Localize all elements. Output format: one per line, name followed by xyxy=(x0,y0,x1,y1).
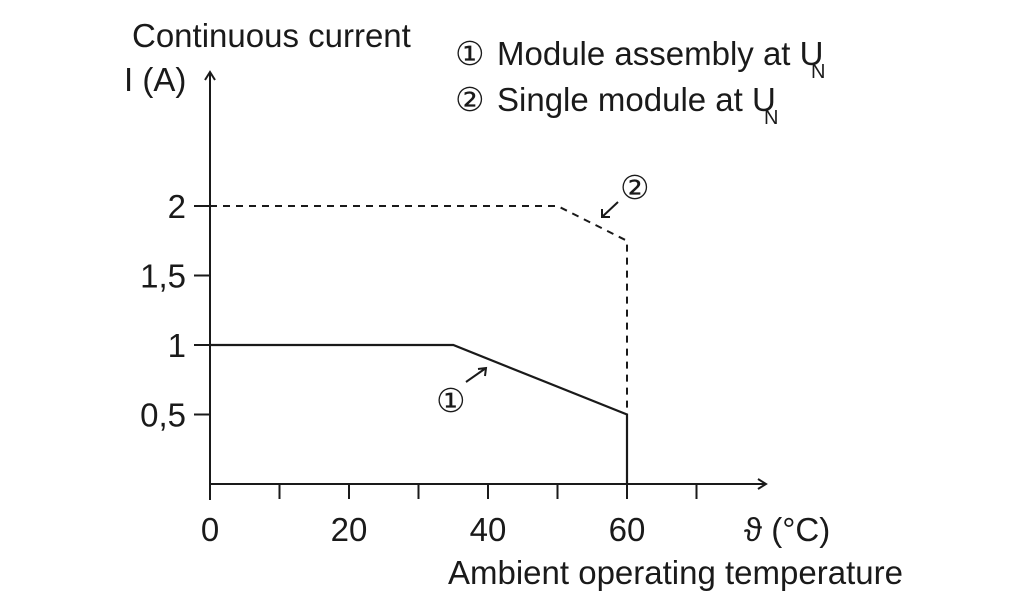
series-line-2 xyxy=(210,205,628,415)
x-tick-label: 40 xyxy=(470,511,507,548)
y-ticks: 0,5 1 1,5 2 xyxy=(140,188,210,434)
y-tick-label: 1 xyxy=(168,327,186,364)
legend-label-2-subscript: N xyxy=(764,107,778,129)
annotation-arrow-1 xyxy=(465,366,488,383)
y-axis-arrow xyxy=(204,70,216,81)
x-axis-label: Ambient operating temperature xyxy=(448,554,903,591)
y-tick-label: 2 xyxy=(168,188,186,225)
y-axis-label-line2: I (A) xyxy=(124,61,186,98)
annotation-marker-1: ① xyxy=(436,382,466,419)
y-tick-label: 1,5 xyxy=(140,258,186,295)
y-tick-label: 0,5 xyxy=(140,397,186,434)
x-ticks: 0 20 40 60 xyxy=(201,484,698,548)
legend-label-2: Single module at U xyxy=(497,81,776,118)
annotation-arrow-2 xyxy=(601,201,619,218)
x-axis-unit: ϑ (°C) xyxy=(744,511,830,548)
x-axis-arrow xyxy=(757,478,768,490)
y-axis-label-line1: Continuous current xyxy=(132,17,411,54)
series-line-1 xyxy=(210,343,629,484)
annotation-marker-2: ② xyxy=(620,169,650,206)
x-tick-label: 20 xyxy=(331,511,368,548)
annotation-series-2: ② xyxy=(601,169,650,218)
legend-marker-2: ② xyxy=(455,81,485,118)
x-tick-label: 0 xyxy=(201,511,219,548)
legend-label-1: Module assembly at U xyxy=(497,35,823,72)
legend: ① Module assembly at U N ② Single module… xyxy=(455,35,825,129)
x-tick-label: 60 xyxy=(609,511,646,548)
series-layer xyxy=(210,205,629,484)
legend-label-1-subscript: N xyxy=(811,61,825,83)
legend-marker-1: ① xyxy=(455,35,485,72)
annotation-series-1: ① xyxy=(436,366,488,419)
